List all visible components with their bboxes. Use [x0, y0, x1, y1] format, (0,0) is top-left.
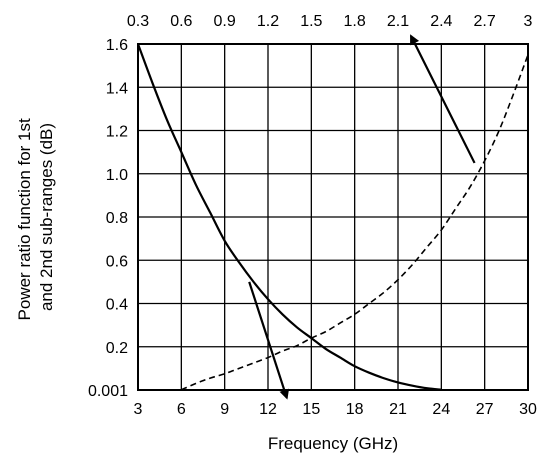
arrow-to-top-axis	[410, 34, 476, 164]
y-tick-label: 0.2	[106, 340, 128, 357]
top-x-tick-label: 1.5	[300, 13, 322, 30]
top-x-tick-label: 0.3	[127, 13, 149, 30]
x-tick-label: 15	[302, 401, 320, 418]
y-tick-label: 1.0	[106, 167, 128, 184]
y-tick-label: 0.8	[106, 210, 128, 227]
top-x-tick-label: 2.1	[387, 13, 409, 30]
chart-tick-labels: 3 6 9 12 15 18 21 24 27 30 0.3 0.6 0.9 1.2 1.5 1.8 2.1 2.…	[88, 13, 537, 418]
series-solid-curve	[136, 43, 442, 391]
top-x-tick-label: 2.7	[474, 13, 496, 30]
x-axis-label: Frequency (GHz)	[268, 434, 398, 453]
top-x-tick-label: 0.9	[214, 13, 236, 30]
top-x-tick-label: 1.2	[257, 13, 279, 30]
top-x-tick-label: 0.6	[170, 13, 192, 30]
chart-grid	[137, 43, 529, 391]
y-axis-label-line-1: Power ratio function for 1st	[15, 118, 34, 320]
top-x-tick-label: 3	[524, 13, 533, 30]
series-dashed-curve	[181, 54, 529, 391]
x-tick-label: 27	[476, 401, 494, 418]
x-tick-label: 21	[389, 401, 407, 418]
x-tick-label: 30	[519, 401, 537, 418]
x-tick-label: 24	[432, 401, 450, 418]
chart-arrows	[248, 34, 476, 400]
arrow-to-bottom-axis	[248, 281, 290, 400]
x-tick-label: 6	[177, 401, 186, 418]
y-tick-label: 0.001	[88, 383, 128, 400]
y-axis-label: Power ratio function for 1st and 2nd sub…	[15, 114, 56, 321]
plot-frame	[137, 43, 529, 391]
top-x-tick-label: 1.8	[344, 13, 366, 30]
x-tick-label: 12	[259, 401, 277, 418]
x-tick-label: 3	[134, 401, 143, 418]
y-tick-label: 0.4	[106, 297, 128, 314]
y-tick-label: 1.2	[106, 124, 128, 141]
x-tick-label: 9	[220, 401, 229, 418]
top-x-tick-label: 2.4	[430, 13, 452, 30]
x-tick-label: 18	[346, 401, 364, 418]
y-tick-label: 0.6	[106, 253, 128, 270]
y-tick-label: 1.6	[106, 37, 128, 54]
chart-curves	[136, 43, 529, 391]
y-tick-label: 1.4	[106, 80, 128, 97]
y-axis-label-line-2: and 2nd sub-ranges (dB)	[37, 123, 56, 311]
